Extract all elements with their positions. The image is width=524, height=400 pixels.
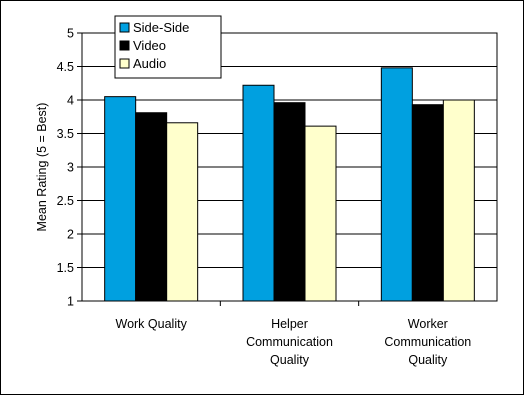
x-category-label: Helper [271, 317, 308, 331]
bar-side-side [104, 96, 137, 302]
y-tick-label: 4.5 [57, 60, 74, 74]
bar-audio [442, 99, 475, 302]
y-tick-label: 2.5 [57, 194, 74, 208]
bar-side-side [380, 67, 413, 302]
bar-video [135, 112, 168, 302]
x-category-label: Worker [408, 317, 448, 331]
y-tick-label: 3 [67, 161, 74, 175]
y-axis-ticks: 1 1.5 2 2.5 3 3.5 4 4.5 5 [57, 27, 82, 309]
legend: Side-Side Video Audio [114, 15, 222, 79]
legend-box [114, 15, 222, 79]
x-category-label: Work Quality [116, 317, 188, 331]
legend-label: Side-Side [133, 20, 189, 35]
x-category-label: Communication [384, 335, 471, 349]
y-tick-label: 3.5 [57, 127, 74, 141]
bar-audio [304, 125, 337, 302]
y-tick-label: 2 [67, 228, 74, 242]
bars [104, 67, 475, 302]
legend-label: Audio [133, 56, 166, 71]
bar-video [273, 102, 306, 302]
x-category-label: Quality [408, 353, 448, 367]
legend-label: Video [133, 38, 166, 53]
y-tick-label: 1.5 [57, 261, 74, 275]
bar-audio [166, 122, 199, 302]
legend-swatch [119, 22, 130, 33]
legend-swatch [119, 58, 130, 69]
bar-side-side [242, 84, 275, 302]
bar-video [411, 104, 444, 302]
x-category-label: Quality [270, 353, 310, 367]
x-category-label: Communication [246, 335, 333, 349]
y-tick-label: 4 [67, 94, 74, 108]
y-axis-title: Mean Rating (5 = Best) [35, 103, 49, 232]
legend-swatch [119, 40, 130, 51]
y-tick-label: 1 [67, 295, 74, 309]
y-tick-label: 5 [67, 27, 74, 41]
x-axis-categories: Work Quality Helper Communication Quality Wo… [116, 301, 471, 367]
